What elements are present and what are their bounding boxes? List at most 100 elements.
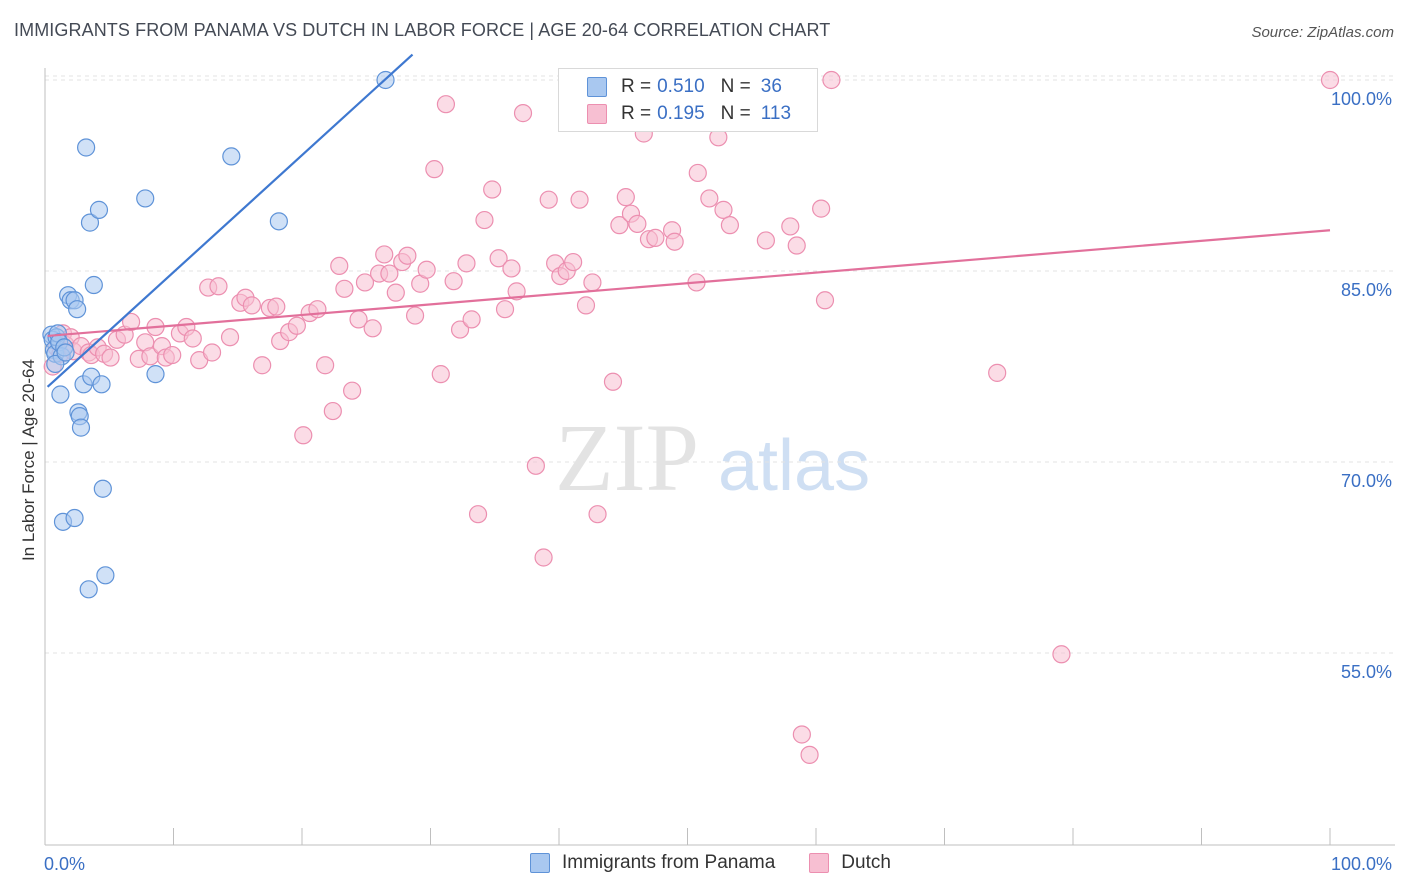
dutch-point: [220, 328, 240, 347]
y-tick-label: 55.0%: [1341, 662, 1392, 682]
dutch-point: [444, 272, 463, 291]
dutch-point: [526, 456, 545, 475]
dutch-swatch: [809, 853, 830, 873]
legend-r-value: 0.195: [657, 103, 705, 124]
dutch-point: [330, 256, 349, 276]
dutch-point: [316, 356, 335, 375]
dutch-point: [121, 312, 141, 332]
legend-label-dutch: Dutch: [841, 852, 891, 873]
dutch-point: [576, 296, 596, 315]
x-tick-label: 0.0%: [44, 854, 85, 874]
dutch-point: [539, 190, 558, 209]
dutch-point: [792, 725, 811, 744]
dutch-point: [988, 363, 1007, 382]
legend-row-panama: R = 0.510 N = 36: [587, 74, 782, 100]
dutch-point: [588, 505, 607, 524]
panama-point: [136, 189, 155, 208]
dutch-point: [483, 180, 502, 199]
panama-point: [51, 385, 70, 404]
dutch-point: [646, 228, 665, 247]
dutch-point: [398, 246, 417, 265]
panama-point: [46, 354, 65, 374]
dutch-point: [507, 282, 526, 301]
dutch-point: [287, 316, 306, 335]
legend-label-panama: Immigrants from Panama: [562, 852, 776, 873]
dutch-point: [475, 210, 494, 230]
dutch-point: [380, 264, 399, 283]
dutch-point: [375, 245, 394, 264]
dutch-point: [386, 283, 405, 302]
dutch-point: [756, 231, 775, 250]
zipatlas-watermark: ZIP atlas: [555, 404, 870, 511]
grid-lines: [45, 75, 1395, 654]
panama-point: [93, 479, 112, 498]
panama-point: [84, 275, 103, 295]
dutch-point: [603, 372, 623, 391]
dutch-point: [242, 296, 261, 315]
legend-n-value: 36: [760, 76, 782, 97]
dutch-point: [815, 291, 835, 310]
trend-lines: [46, 53, 1331, 388]
watermark-atlas: atlas: [718, 426, 870, 506]
dutch-point: [822, 70, 841, 90]
dutch-point: [1320, 70, 1340, 90]
panama-trend-line: [46, 53, 414, 388]
dutch-point: [495, 300, 515, 319]
dutch-point: [343, 381, 362, 400]
panama-point: [56, 343, 75, 362]
dutch-point: [202, 343, 222, 362]
dutch-point: [812, 199, 831, 218]
panama-point: [79, 580, 98, 599]
panama-point: [269, 212, 288, 231]
dutch-point: [163, 345, 182, 365]
panama-swatch: [587, 77, 607, 97]
dutch-point: [335, 279, 354, 298]
dutch-trend-line: [47, 229, 1331, 338]
dutch-point: [781, 217, 800, 236]
y-tick-label: 70.0%: [1341, 471, 1392, 491]
dutch-point: [700, 189, 719, 208]
axes: [44, 68, 1395, 846]
legend-r-value: 0.510: [657, 76, 705, 97]
dutch-point: [355, 273, 375, 292]
y-tick-label: 100.0%: [1331, 89, 1392, 109]
legend-item-dutch: Dutch: [809, 852, 891, 874]
source-credit: Source: ZipAtlas.com: [1251, 24, 1394, 41]
dutch-point: [253, 356, 272, 375]
dutch-point: [564, 252, 583, 272]
dutch-point: [101, 348, 120, 367]
chart-title: IMMIGRANTS FROM PANAMA VS DUTCH IN LABOR…: [14, 20, 831, 40]
dutch-point: [468, 505, 488, 524]
x-tick-label: 100.0%: [1331, 854, 1392, 874]
axis-ticks: [173, 828, 1331, 845]
panama-point: [146, 365, 165, 384]
legend-item-panama: Immigrants from Panama: [530, 852, 775, 874]
dutch-point: [323, 401, 342, 421]
dutch-point: [209, 277, 228, 296]
series-legend: Immigrants from Panama Dutch: [530, 852, 925, 874]
watermark-zip: ZIP: [555, 404, 699, 511]
dutch-point: [787, 236, 806, 255]
dutch-point: [570, 190, 589, 209]
dutch-point: [628, 214, 647, 233]
dutch-point: [714, 200, 733, 219]
dutch-point: [720, 216, 740, 235]
dutch-point: [616, 188, 635, 207]
dutch-point: [267, 297, 286, 316]
stats-legend: R = 0.510 N = 36 R = 0.195 N = 113: [558, 68, 818, 132]
panama-point: [71, 418, 91, 437]
panama-point: [96, 566, 115, 585]
panama-series: [42, 70, 395, 599]
dutch-point: [462, 310, 481, 329]
panama-point: [65, 508, 84, 528]
y-axis-title: In Labor Force | Age 20-64: [19, 359, 38, 561]
dutch-point: [800, 745, 819, 764]
dutch-point: [1052, 645, 1071, 664]
panama-point: [92, 375, 111, 394]
dutch-point: [417, 260, 436, 279]
dutch-point: [450, 320, 470, 339]
y-tick-label: 85.0%: [1341, 280, 1392, 300]
dutch-point: [489, 249, 508, 268]
dutch-swatch: [587, 104, 607, 124]
panama-point: [77, 138, 96, 157]
